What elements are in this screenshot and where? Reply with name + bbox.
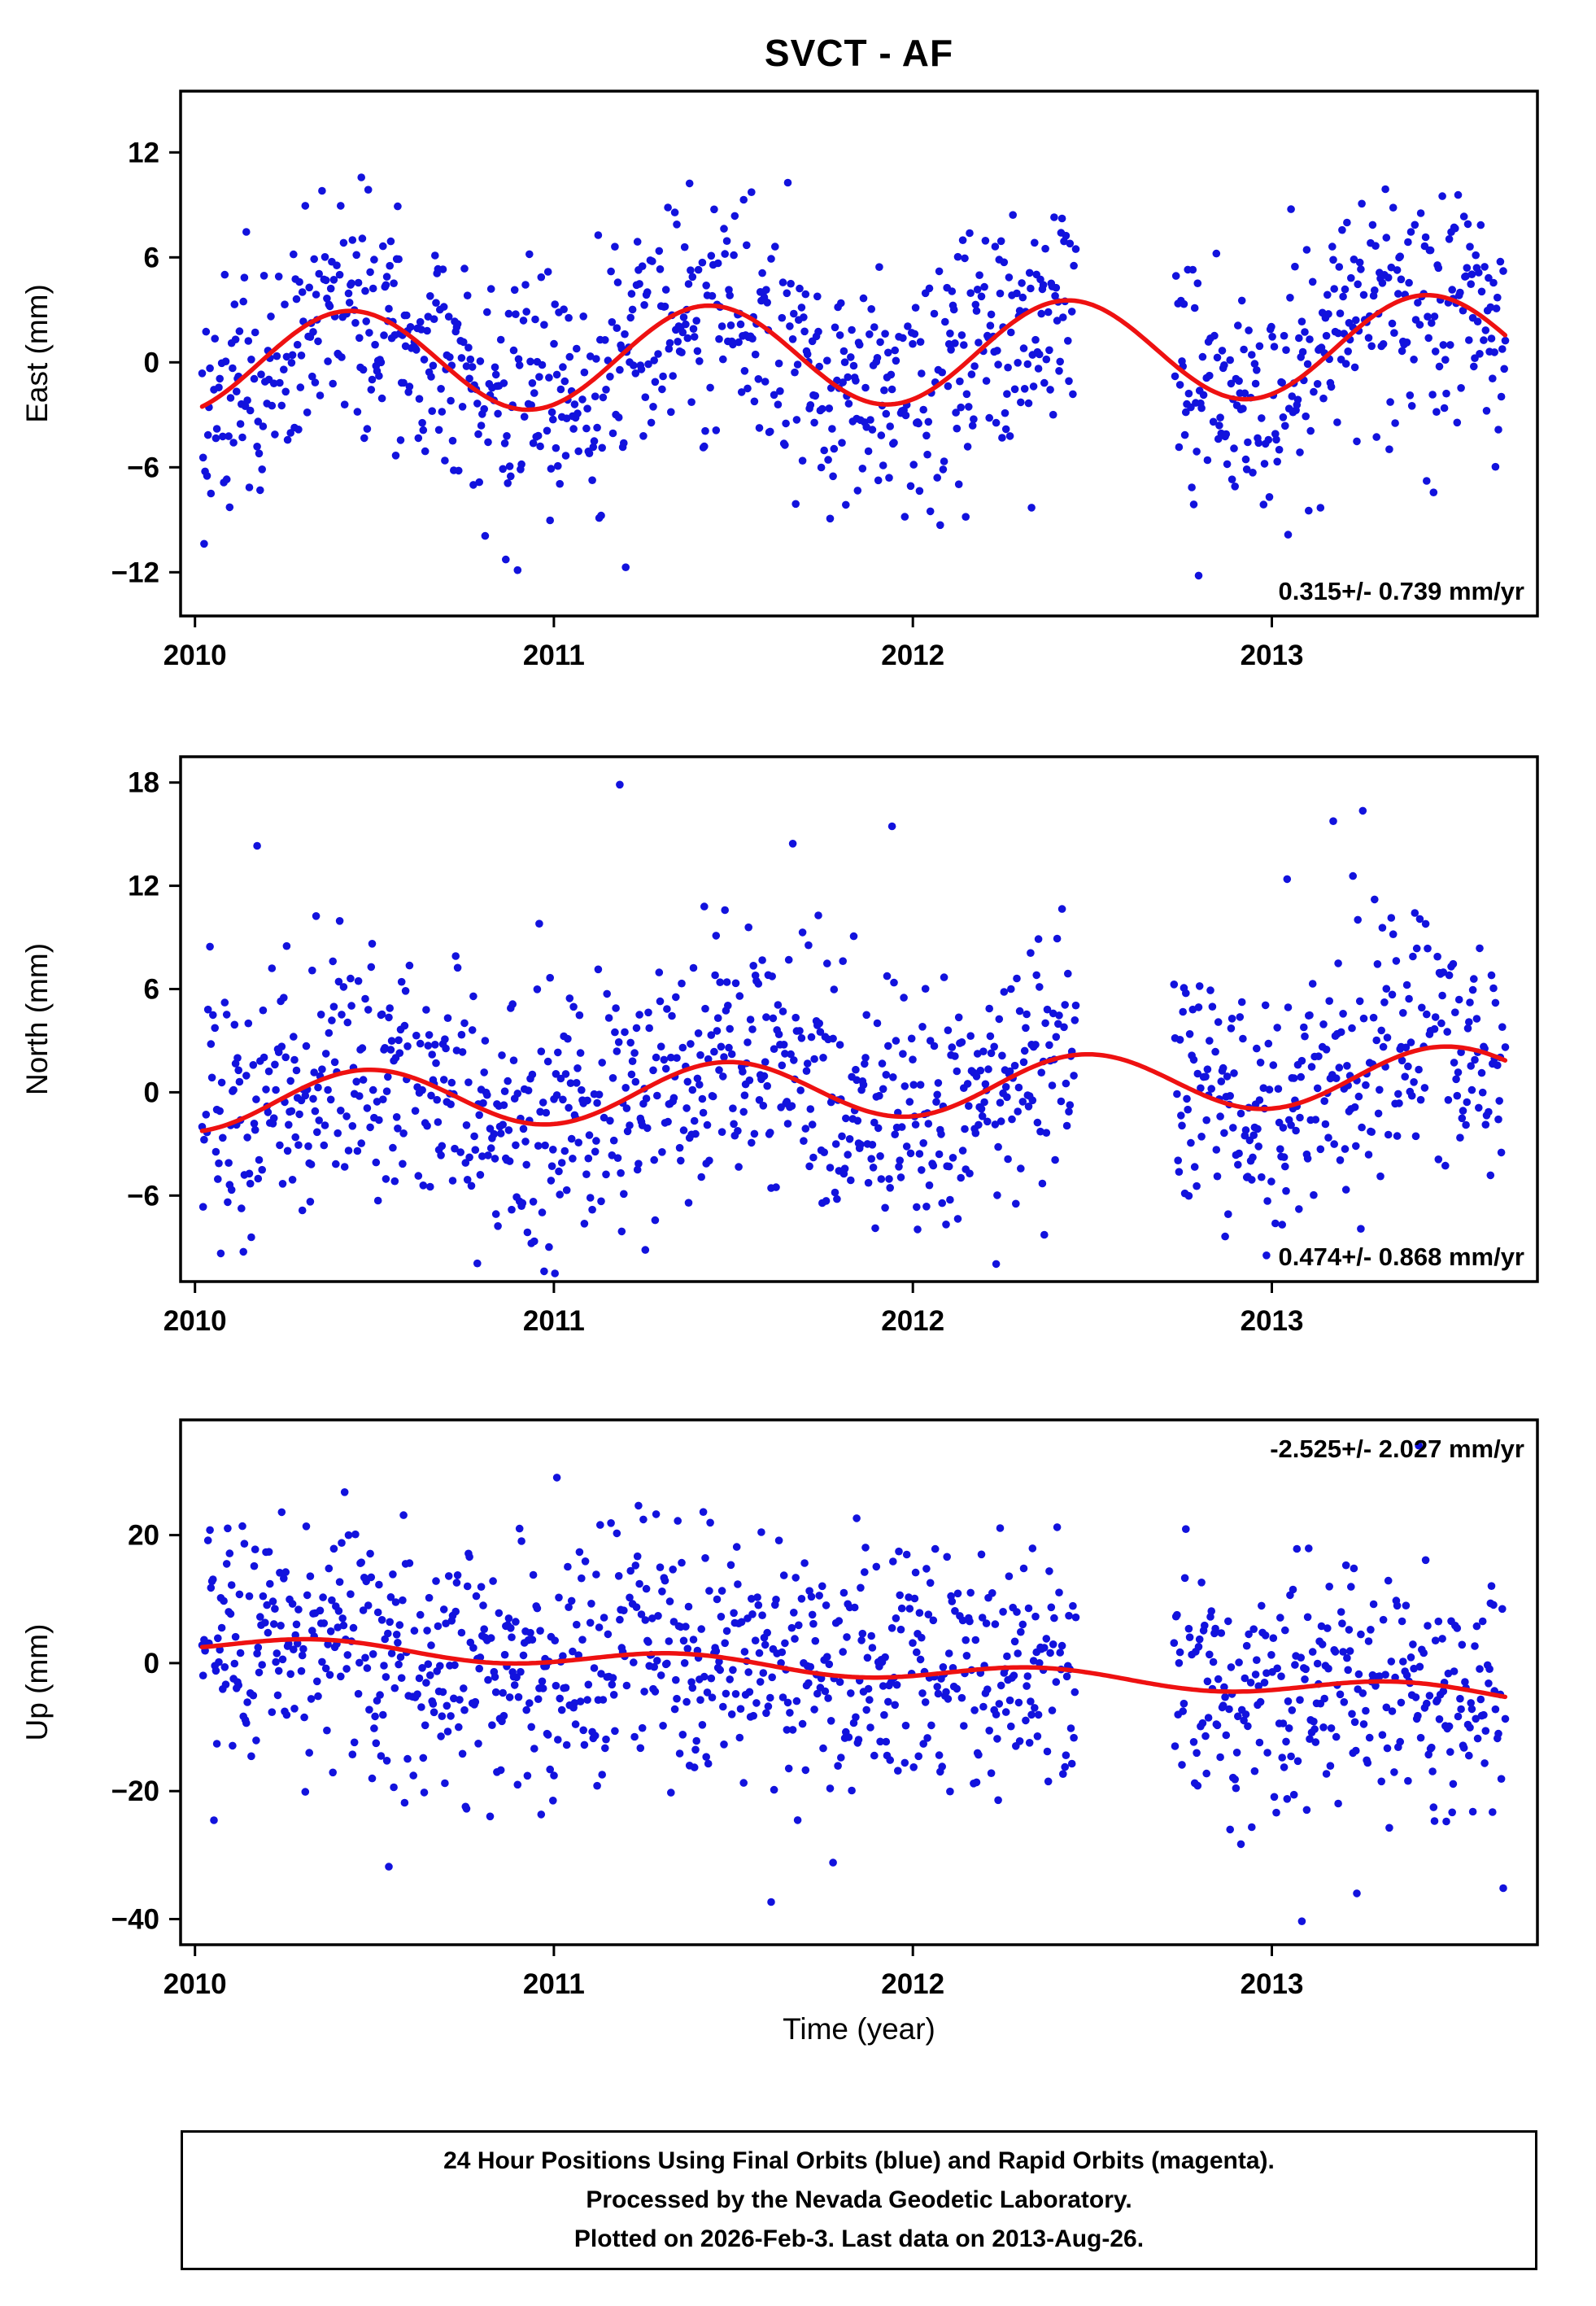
caption-line-1: 24 Hour Positions Using Final Orbits (bl… [443, 2147, 1275, 2174]
up-rate-annotation: -2.525+/- 2.027 mm/yr [1270, 1435, 1524, 1463]
north-trend-curve [199, 1044, 1508, 1133]
up-xtick-label: 2013 [1241, 1968, 1304, 2000]
up-axis-label: Up (mm) [20, 1624, 54, 1741]
up-trend-curve [199, 1636, 1508, 1700]
north-ytick-label: 6 [144, 974, 159, 1006]
up-scatter-points [198, 1441, 1510, 1925]
north-scatter-points [198, 780, 1510, 1277]
north-panel: 18 12 6 0 −6 2010 2011 2012 2013 North (mm) 0.474+… [20, 755, 1539, 1337]
up-xtick-label: 2010 [164, 1968, 227, 2000]
east-ytick-label: 0 [144, 347, 159, 378]
x-axis-label: Time (year) [783, 2012, 935, 2046]
up-ytick-label: −40 [111, 1904, 159, 1936]
caption-box: 24 Hour Positions Using Final Orbits (bl… [181, 2130, 1537, 2270]
north-xtick-label: 2010 [164, 1305, 227, 1337]
plot-title: SVCT - AF [764, 32, 954, 74]
east-panel: 12 6 0 −6 −12 2010 2011 2012 2013 East (mm) 0.315+… [20, 90, 1539, 671]
east-ytick-label: −12 [111, 557, 159, 588]
north-rate-annotation: 0.474+/- 0.868 mm/yr [1279, 1243, 1524, 1271]
east-xtick-label: 2013 [1241, 640, 1304, 671]
up-ytick-label: 20 [128, 1520, 159, 1552]
caption-line-3: Plotted on 2026-Feb-3. Last data on 2013… [573, 2225, 1145, 2252]
up-ytick-label: 0 [144, 1648, 159, 1679]
north-xtick-label: 2012 [881, 1305, 944, 1337]
north-ytick-label: 0 [144, 1077, 159, 1108]
east-trend-curve [199, 292, 1508, 413]
east-ytick-label: 6 [144, 242, 159, 273]
up-frame [179, 1418, 1539, 1946]
north-xtick-label: 2011 [523, 1305, 585, 1337]
up-ytick-label: −20 [111, 1775, 159, 1807]
north-xtick-label: 2013 [1241, 1305, 1304, 1337]
east-ytick-label: −6 [127, 452, 159, 483]
east-axis-label: East (mm) [20, 284, 54, 423]
north-axis-label: North (mm) [20, 943, 54, 1095]
caption-line-2: Processed by the Nevada Geodetic Laborat… [586, 2186, 1132, 2213]
east-xtick-label: 2012 [881, 640, 944, 671]
up-xtick-label: 2012 [881, 1968, 944, 2000]
north-ytick-label: 12 [128, 871, 159, 902]
east-rate-annotation: 0.315+/- 0.739 mm/yr [1279, 577, 1524, 605]
east-scatter-points [198, 173, 1510, 580]
north-ytick-label: 18 [128, 767, 159, 799]
east-xtick-label: 2011 [523, 640, 585, 671]
north-frame [179, 755, 1539, 1283]
up-xtick-label: 2011 [523, 1968, 585, 2000]
north-ytick-label: −6 [127, 1180, 159, 1212]
east-frame [179, 90, 1539, 618]
east-ytick-label: 12 [128, 137, 159, 168]
east-xtick-label: 2010 [164, 640, 227, 671]
